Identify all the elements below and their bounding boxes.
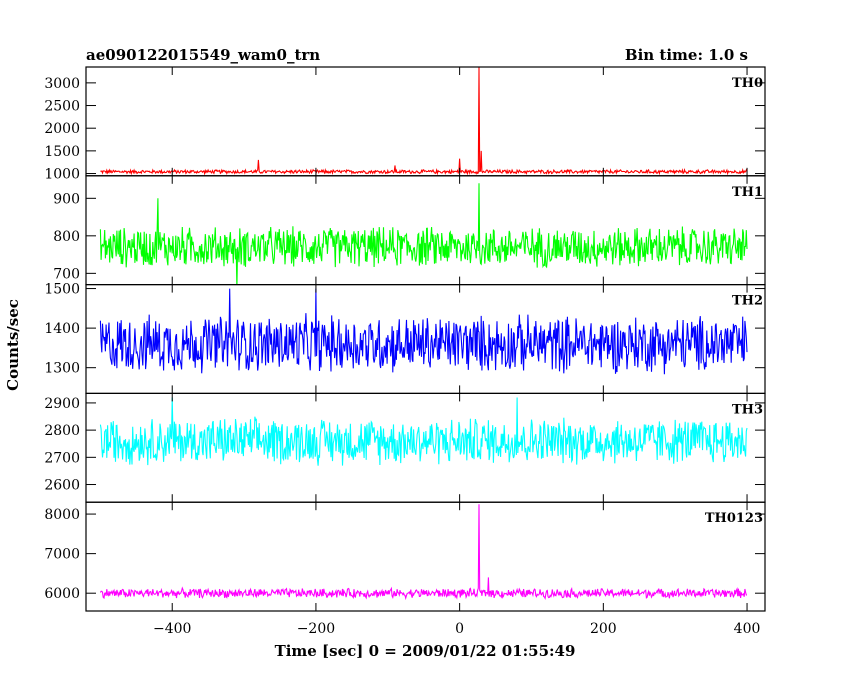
y-tick-label: 2600 <box>44 478 80 494</box>
y-tick-label: 1000 <box>44 167 80 183</box>
panel-label-th2: TH2 <box>732 294 763 309</box>
y-tick-label: 6000 <box>44 586 80 602</box>
y-tick-label: 900 <box>53 191 80 207</box>
panel-label-th0: TH0 <box>732 76 763 91</box>
y-tick-label: 8000 <box>44 507 80 523</box>
x-tick-label: −200 <box>297 621 335 637</box>
y-tick-label: 2500 <box>44 99 80 115</box>
y-tick-label: 2900 <box>44 396 80 412</box>
chart-title: ae090122015549_wam0_trn <box>86 46 320 64</box>
panel-frame <box>85 66 766 177</box>
panel-label-th1: TH1 <box>732 185 763 200</box>
panel-frame <box>85 501 766 612</box>
panel-label-th3: TH3 <box>732 402 763 417</box>
panel-label-th0123: TH0123 <box>705 511 763 526</box>
y-tick-label: 2700 <box>44 450 80 466</box>
x-tick-label: −400 <box>153 621 191 637</box>
series-th2 <box>99 288 748 375</box>
y-tick-label: 1500 <box>44 144 80 160</box>
y-tick-label: 800 <box>53 229 80 245</box>
panel-th3: 2600 2700 2800 2900 TH3 <box>44 392 766 503</box>
x-tick-label: 0 <box>455 621 464 637</box>
y-tick-label: 1500 <box>44 282 80 298</box>
panel-th0: 1000 1500 2000 2500 3000 TH0 <box>44 66 766 183</box>
y-tick-label: 1400 <box>44 321 80 337</box>
y-tick-label: 1300 <box>44 361 80 377</box>
y-tick-label: 2000 <box>44 121 80 137</box>
series-th0123 <box>99 504 747 601</box>
y-tick-label: 700 <box>53 266 80 282</box>
x-tick-label: 200 <box>590 621 617 637</box>
y-tick-label: 7000 <box>44 547 80 563</box>
y-tick-label: 2800 <box>44 423 80 439</box>
y-axis-label: Counts/sec <box>4 299 22 391</box>
series-th0 <box>100 67 748 176</box>
series-th1 <box>99 183 748 285</box>
panel-th2: 1300 1400 1500 TH2 <box>44 282 766 395</box>
x-tick-label: 400 <box>734 621 761 637</box>
panel-frame <box>85 175 766 286</box>
series-th3 <box>99 397 748 466</box>
y-tick-label: 3000 <box>44 76 80 92</box>
x-axis-label: Time [sec] 0 = 2009/01/22 01:55:49 <box>275 642 576 660</box>
panel-th1: 700 800 900 TH1 <box>53 175 766 286</box>
bin-time-label: Bin time: 1.0 s <box>625 46 748 64</box>
panel-frame <box>85 392 766 503</box>
panel-th0123: 6000 7000 8000 TH0123 <box>44 501 766 612</box>
